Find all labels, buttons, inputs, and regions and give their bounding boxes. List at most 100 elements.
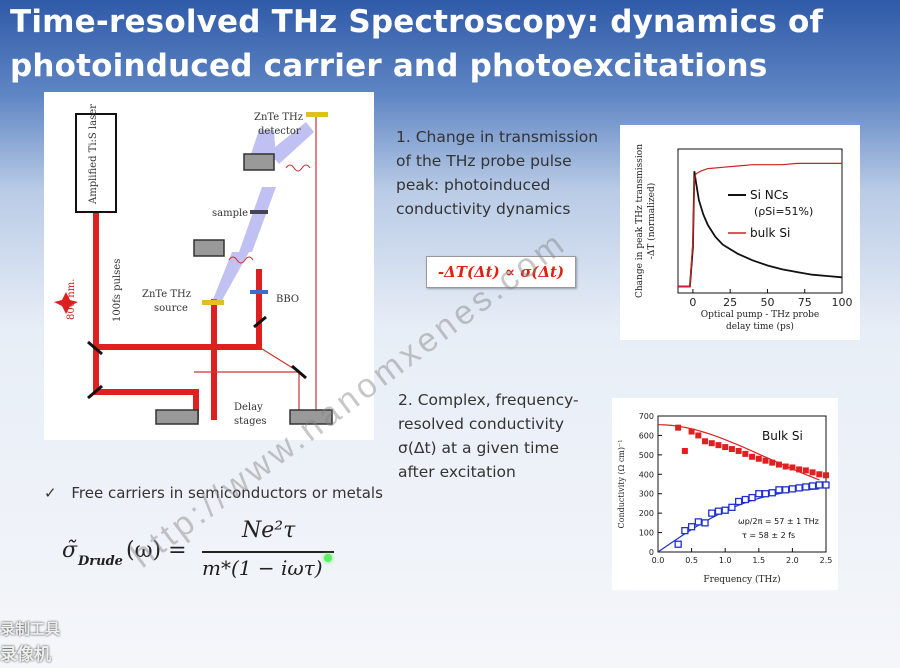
detector-label-2: detector xyxy=(258,126,301,137)
chart1-ylabel-2: -ΔT (normalized) xyxy=(646,183,657,259)
point2-text: 2. Complex, frequency- resolved conducti… xyxy=(398,388,608,484)
chart2-point-imag xyxy=(768,489,776,497)
chart2-point-imag xyxy=(802,483,810,491)
chart2-point-imag xyxy=(708,509,716,517)
chart1-legend-label-1: bulk Si xyxy=(750,226,790,240)
chart2-ytick-label: 400 xyxy=(639,470,654,479)
point2-line-2: resolved conductivity xyxy=(398,415,565,433)
drude-denominator: m*(1 − iωτ) xyxy=(202,556,323,580)
point2-line-3: σ(Δt) at a given time xyxy=(398,439,560,457)
chart2-point-real xyxy=(782,463,789,470)
chart2-point-real xyxy=(775,461,782,468)
chart2-point-real xyxy=(816,471,823,478)
chart2-point-real xyxy=(735,447,742,454)
point1-line-4: conductivity dynamics xyxy=(396,200,571,218)
chart2-point-imag xyxy=(721,506,729,514)
point2-line-4: after excitation xyxy=(398,463,516,481)
chart1-frame xyxy=(677,148,843,294)
chart2-ytick-label: 0 xyxy=(649,548,654,557)
chart2-point-imag xyxy=(815,481,823,489)
slide-title: Time-resolved THz Spectroscopy: dynamics… xyxy=(10,0,890,88)
point1-line-2: of the THz probe pulse xyxy=(396,152,572,170)
chart2-ytick-label: 600 xyxy=(639,431,654,440)
drude-argument: (ω) = xyxy=(126,538,187,563)
chart2-point-real xyxy=(809,469,816,476)
chart2-point-real xyxy=(749,453,756,460)
chart1-xtick-label: 0 xyxy=(689,296,696,309)
chart2-point-real xyxy=(755,455,762,462)
bbo-label: BBO xyxy=(276,294,299,305)
chart2-point-imag xyxy=(701,519,709,527)
source-label-1: ZnTe THz xyxy=(142,289,191,300)
title-line-1: Time-resolved THz Spectroscopy: dynamics… xyxy=(10,4,824,40)
chart2-point-real xyxy=(796,466,803,473)
chart2-xlabel: Frequency (THz) xyxy=(703,574,780,585)
setup-svg: Amplified Ti:S laser 100fs pulses 800 nm… xyxy=(54,104,333,427)
chart2-point-imag xyxy=(681,526,689,535)
drude-subscript: Drude xyxy=(78,554,123,569)
chart2-annotation: Bulk Si xyxy=(762,429,803,443)
chart2-point-imag xyxy=(795,484,803,492)
chart2-point-imag xyxy=(808,482,817,490)
chart2-xtick-label: 0.0 xyxy=(652,556,665,565)
chart2-point-imag xyxy=(788,485,797,493)
check-icon: ✓ xyxy=(44,484,57,502)
chart2-point-real xyxy=(769,459,776,466)
chart2-fit-label-1: ωp/2π = 57 ± 1 THz xyxy=(738,517,819,526)
chart2-point-real xyxy=(789,464,796,471)
chart2-xtick-label: 0.5 xyxy=(685,556,698,565)
chart2-fit-label-2: τ = 58 ± 2 fs xyxy=(742,531,795,540)
chart2-ytick-label: 100 xyxy=(639,529,654,538)
point1-line-1: 1. Change in transmission xyxy=(396,128,599,146)
chart1-panel: 0 25 50 75 100 Si NCs (ρSi=51%) bulk Si Change i… xyxy=(620,125,860,340)
point1-line-3: peak: photoinduced xyxy=(396,176,551,194)
chart2-ytick-label: 500 xyxy=(639,451,654,460)
chart2-point-real xyxy=(702,438,709,445)
chart1-xlabel-1: Optical pump - THz probe xyxy=(701,310,819,320)
delay-label-1: Delay xyxy=(234,402,263,413)
chart2-point-imag xyxy=(748,493,756,502)
chart1-xlabel-2: delay time (ps) xyxy=(726,321,794,332)
chart1-series-1 xyxy=(678,162,842,288)
wavelength-label: 800 nm. xyxy=(66,279,77,320)
chart2-xtick-label: 2.0 xyxy=(786,556,799,565)
chart2-point-imag xyxy=(714,507,723,515)
sample-label: sample xyxy=(212,208,248,219)
pulses-label: 100fs pulses xyxy=(112,259,123,322)
chart2-point-imag xyxy=(741,495,750,504)
chart2-point-real xyxy=(675,424,682,431)
chart2-point-real xyxy=(823,472,829,479)
chart2-point-real xyxy=(722,444,729,451)
chart2-point-real xyxy=(762,457,769,464)
chart2-point-imag xyxy=(822,481,830,489)
corner-text-2: 录像机 xyxy=(0,645,51,665)
bullet-text: Free carriers in semiconductors or metal… xyxy=(71,484,383,502)
chart2-point-real xyxy=(681,447,688,454)
fraction-bar xyxy=(202,551,334,553)
setup-diagram: Amplified Ti:S laser 100fs pulses 800 nm… xyxy=(44,92,374,440)
chart2-point-real xyxy=(708,440,715,447)
chart2-xtick-label: 1.0 xyxy=(719,556,732,565)
drude-lhs: σ̃ xyxy=(62,538,78,563)
chart2-point-real xyxy=(728,446,735,453)
chart1-svg: 0 25 50 75 100 Si NCs (ρSi=51%) bulk Si Change i… xyxy=(635,144,853,332)
chart2-point-real xyxy=(715,442,722,449)
source-label-2: source xyxy=(154,303,188,314)
delay-label-2: stages xyxy=(234,416,267,427)
chart2-ytick-label: 700 xyxy=(639,412,654,421)
chart1-ylabel-1: Change in peak THz transmission xyxy=(635,144,645,298)
chart2-point-imag xyxy=(782,486,790,494)
chart2-svg: 0.0 0.5 1.0 1.5 2.0 2.5 0 100 200 300 400 500 600 700… xyxy=(617,412,832,585)
title-line-2: photoinduced carrier and photoexcitation… xyxy=(10,48,768,84)
chart1-xtick-label: 25 xyxy=(723,296,737,309)
chart1-legend-label-0: Si NCs xyxy=(750,188,788,202)
chart2-point-imag xyxy=(694,518,702,526)
chart1-xtick-label: 50 xyxy=(760,296,774,309)
chart2-ylabel: Conductivity (Ω cm)⁻¹ xyxy=(617,440,626,529)
chart1-xtick-label: 100 xyxy=(832,296,853,309)
chart1-legend-sub-0: (ρSi=51%) xyxy=(754,205,813,218)
chart2-point-imag xyxy=(728,503,736,511)
chart2-point-imag xyxy=(734,497,743,506)
chart2-point-imag xyxy=(775,486,783,494)
laser-label: Amplified Ti:S laser xyxy=(88,104,99,205)
